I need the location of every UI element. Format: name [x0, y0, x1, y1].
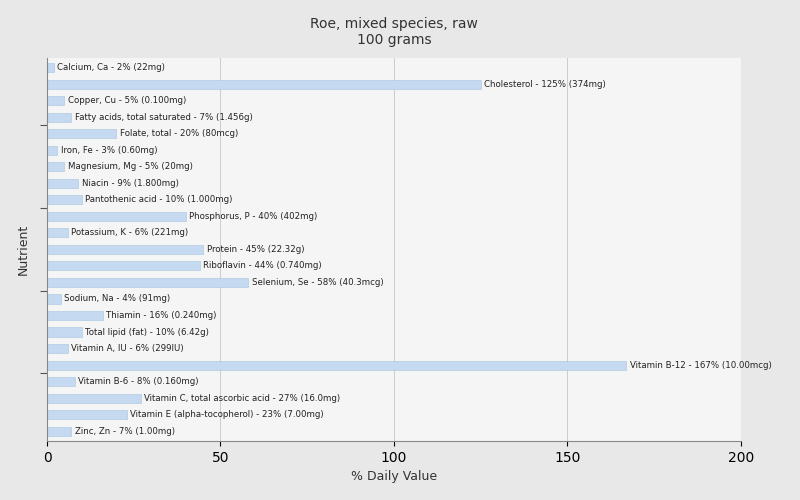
- Text: Phosphorus, P - 40% (402mg): Phosphorus, P - 40% (402mg): [190, 212, 318, 221]
- Bar: [47, 245, 203, 254]
- Text: Vitamin C, total ascorbic acid - 27% (16.0mg): Vitamin C, total ascorbic acid - 27% (16…: [144, 394, 340, 402]
- Text: Potassium, K - 6% (221mg): Potassium, K - 6% (221mg): [71, 228, 189, 237]
- Text: Zinc, Zn - 7% (1.00mg): Zinc, Zn - 7% (1.00mg): [74, 426, 174, 436]
- Bar: [47, 410, 127, 419]
- Text: Folate, total - 20% (80mcg): Folate, total - 20% (80mcg): [120, 130, 238, 138]
- Bar: [47, 162, 64, 172]
- Text: Sodium, Na - 4% (91mg): Sodium, Na - 4% (91mg): [64, 294, 170, 304]
- Bar: [47, 294, 61, 304]
- Text: Cholesterol - 125% (374mg): Cholesterol - 125% (374mg): [484, 80, 606, 88]
- Text: Thiamin - 16% (0.240mg): Thiamin - 16% (0.240mg): [106, 311, 216, 320]
- Bar: [47, 278, 248, 287]
- Text: Protein - 45% (22.32g): Protein - 45% (22.32g): [206, 245, 304, 254]
- Text: Pantothenic acid - 10% (1.000mg): Pantothenic acid - 10% (1.000mg): [85, 196, 233, 204]
- Bar: [47, 394, 141, 402]
- Text: Calcium, Ca - 2% (22mg): Calcium, Ca - 2% (22mg): [58, 63, 166, 72]
- Text: Iron, Fe - 3% (0.60mg): Iron, Fe - 3% (0.60mg): [61, 146, 158, 155]
- Y-axis label: Nutrient: Nutrient: [17, 224, 30, 275]
- Text: Total lipid (fat) - 10% (6.42g): Total lipid (fat) - 10% (6.42g): [85, 328, 209, 336]
- Title: Roe, mixed species, raw
100 grams: Roe, mixed species, raw 100 grams: [310, 16, 478, 47]
- Bar: [47, 262, 200, 270]
- Text: Riboflavin - 44% (0.740mg): Riboflavin - 44% (0.740mg): [203, 262, 322, 270]
- Bar: [47, 426, 71, 436]
- Text: Vitamin A, IU - 6% (299IU): Vitamin A, IU - 6% (299IU): [71, 344, 184, 353]
- X-axis label: % Daily Value: % Daily Value: [351, 470, 437, 484]
- Text: Vitamin B-6 - 8% (0.160mg): Vitamin B-6 - 8% (0.160mg): [78, 377, 198, 386]
- Text: Vitamin B-12 - 167% (10.00mcg): Vitamin B-12 - 167% (10.00mcg): [630, 360, 771, 370]
- Text: Selenium, Se - 58% (40.3mcg): Selenium, Se - 58% (40.3mcg): [252, 278, 383, 287]
- Text: Magnesium, Mg - 5% (20mg): Magnesium, Mg - 5% (20mg): [68, 162, 193, 172]
- Bar: [47, 377, 74, 386]
- Bar: [47, 179, 78, 188]
- Bar: [47, 129, 117, 138]
- Text: Niacin - 9% (1.800mg): Niacin - 9% (1.800mg): [82, 179, 178, 188]
- Bar: [47, 344, 68, 353]
- Bar: [47, 112, 71, 122]
- Bar: [47, 146, 58, 155]
- Text: Vitamin E (alpha-tocopherol) - 23% (7.00mg): Vitamin E (alpha-tocopherol) - 23% (7.00…: [130, 410, 324, 419]
- Bar: [47, 196, 82, 204]
- Text: Copper, Cu - 5% (0.100mg): Copper, Cu - 5% (0.100mg): [68, 96, 186, 105]
- Bar: [47, 360, 626, 370]
- Bar: [47, 228, 68, 237]
- Bar: [47, 63, 54, 72]
- Bar: [47, 80, 481, 88]
- Text: Fatty acids, total saturated - 7% (1.456g): Fatty acids, total saturated - 7% (1.456…: [74, 112, 253, 122]
- Bar: [47, 328, 82, 336]
- Bar: [47, 311, 102, 320]
- Bar: [47, 96, 64, 106]
- Bar: [47, 212, 186, 221]
